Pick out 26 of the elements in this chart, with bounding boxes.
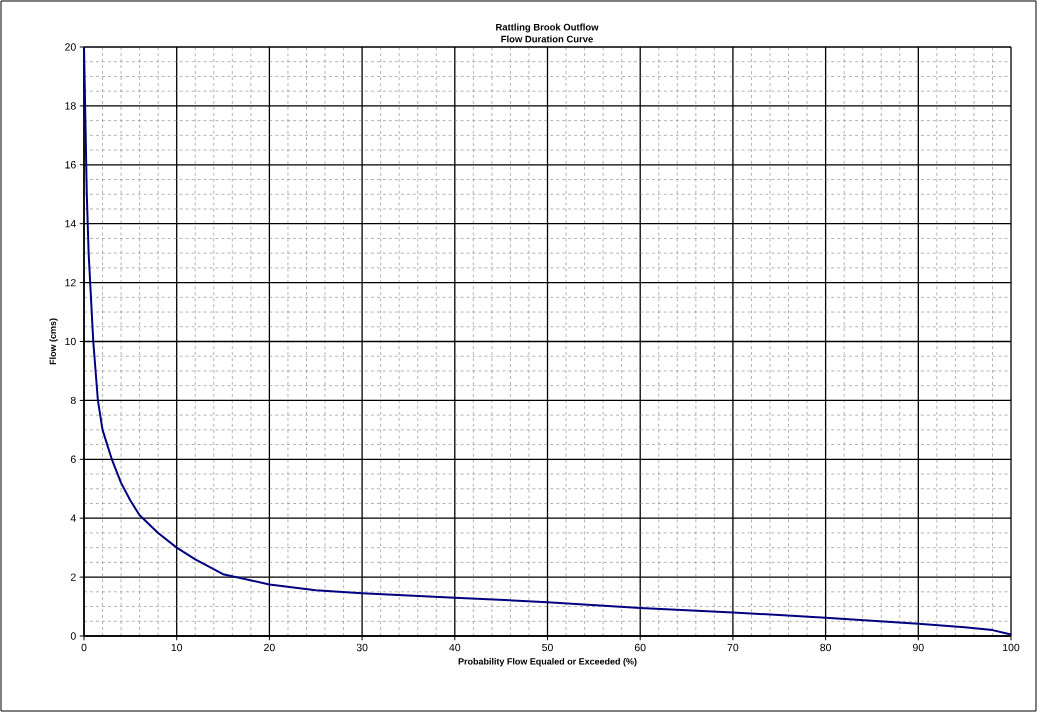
- y-tick-label: 20: [65, 43, 76, 51]
- y-tick-label: 10: [65, 337, 76, 346]
- x-tick-label: 10: [171, 643, 183, 652]
- x-tick-label: 60: [634, 643, 646, 652]
- x-axis-title: Probability Flow Equaled or Exceeded (%): [458, 658, 637, 667]
- chart-title: Rattling Brook Outflow: [496, 23, 599, 33]
- x-tick-label: 50: [542, 643, 553, 652]
- x-tick-label: 20: [264, 643, 275, 652]
- y-axis-title: Flow (cms): [49, 318, 58, 365]
- y-tick-label: 16: [65, 161, 76, 169]
- x-tick-label: 80: [820, 643, 832, 652]
- y-tick-label: 6: [70, 455, 76, 464]
- x-tick-label: 30: [356, 643, 368, 652]
- x-tick-label: 70: [727, 643, 739, 652]
- x-tick-label: 40: [449, 643, 461, 652]
- y-tick-label: 2: [70, 573, 76, 581]
- chart-subtitle: Flow Duration Curve: [501, 35, 593, 43]
- y-tick-label: 0: [70, 632, 76, 640]
- x-tick-label: 0: [81, 643, 87, 652]
- x-tick-label: 90: [912, 643, 924, 652]
- y-tick-label: 12: [65, 278, 76, 287]
- y-tick-label: 4: [70, 514, 76, 522]
- y-tick-label: 18: [65, 102, 76, 110]
- x-tick-label: 100: [1003, 643, 1020, 652]
- y-tick-label: 8: [70, 396, 76, 405]
- y-tick-label: 14: [65, 220, 76, 228]
